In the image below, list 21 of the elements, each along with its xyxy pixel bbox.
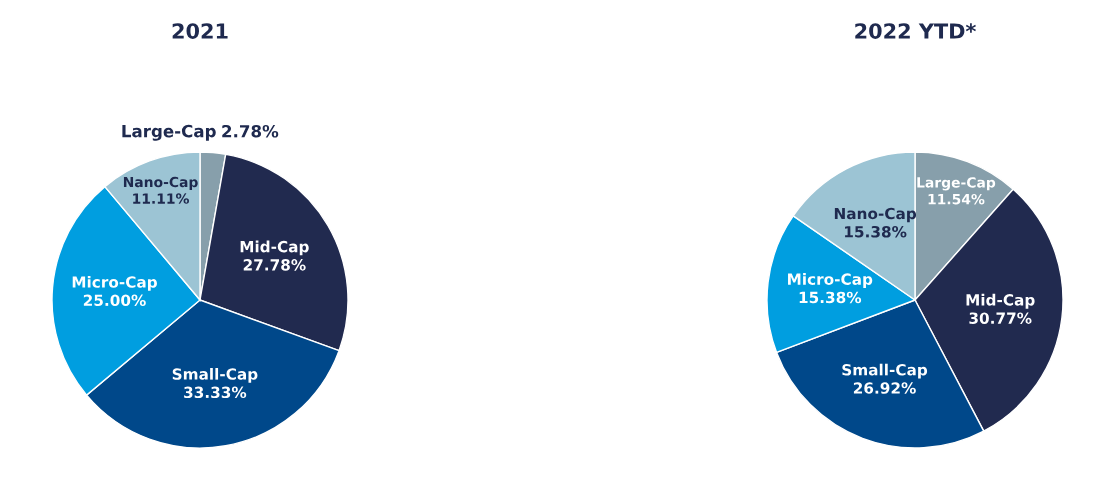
slice-label: Mid-Cap: [240, 240, 309, 256]
data-label: 33.33%: [184, 386, 247, 399]
data-label: 25.00%: [83, 294, 146, 307]
slice-label: Nano-Cap: [123, 176, 198, 190]
data-label: 11.11%: [133, 193, 189, 204]
data-label: 15.38%: [845, 226, 907, 238]
data-label: 30.77%: [969, 312, 1032, 324]
slice-label: Small-Cap: [172, 368, 258, 383]
data-label: 26.92%: [853, 382, 916, 394]
data-label: 11.54%: [928, 193, 985, 205]
data-label: 15.38%: [799, 291, 862, 304]
slice-label: Large-Cap: [122, 124, 216, 141]
slice-label: Micro-Cap: [788, 273, 873, 288]
slice-label: Micro-Cap: [72, 275, 157, 291]
slice-label: Small-Cap: [842, 363, 928, 379]
slice-label: Mid-Cap: [966, 293, 1035, 309]
data-label: 27.78%: [243, 259, 306, 271]
slice-label: Large-Cap: [917, 177, 996, 191]
chart-title: 2021: [172, 23, 228, 39]
chart-title: 2022 YTD*: [855, 23, 976, 39]
data-label: 2.78%: [222, 124, 279, 138]
